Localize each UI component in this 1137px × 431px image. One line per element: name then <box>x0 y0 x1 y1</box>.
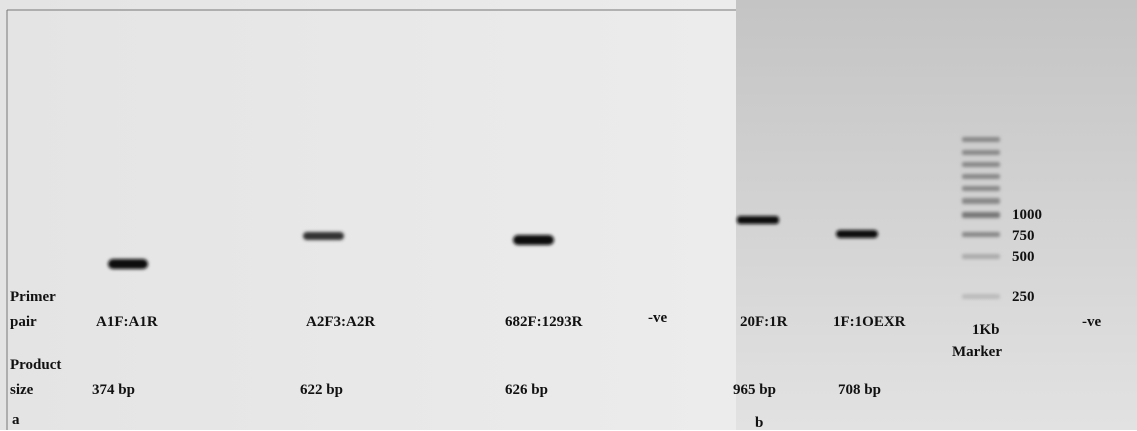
marker-label: 250 <box>1012 289 1035 305</box>
size-label: 374 bp <box>92 382 135 398</box>
primer-label: A2F3:A2R <box>306 314 375 330</box>
size-label: 708 bp <box>838 382 881 398</box>
primer-label: Marker <box>952 344 1002 360</box>
size-label: 965 bp <box>733 382 776 398</box>
size-label: 626 bp <box>505 382 548 398</box>
primer-label: 1Kb <box>972 322 1000 338</box>
panel-letter: b <box>755 415 763 431</box>
primer-label: A1F:A1R <box>96 314 158 330</box>
gel-image <box>0 0 1137 430</box>
marker-label: 1000 <box>1012 207 1042 223</box>
marker-label: 750 <box>1012 228 1035 244</box>
primer-label: -ve <box>1082 314 1101 330</box>
marker-label: 500 <box>1012 249 1035 265</box>
gel-figure: Primer pair Product size A1F:A1R A2F3:A2… <box>0 0 1137 430</box>
primer-label: 682F:1293R <box>505 314 583 330</box>
row-label: Primer <box>10 289 56 305</box>
row-label: pair <box>10 314 37 330</box>
size-label: 622 bp <box>300 382 343 398</box>
primer-label: 20F:1R <box>740 314 788 330</box>
row-label: Product <box>10 357 61 373</box>
primer-label: -ve <box>648 310 667 326</box>
primer-label: 1F:1OEXR <box>833 314 906 330</box>
row-label: size <box>10 382 33 398</box>
panel-letter: a <box>12 412 20 428</box>
